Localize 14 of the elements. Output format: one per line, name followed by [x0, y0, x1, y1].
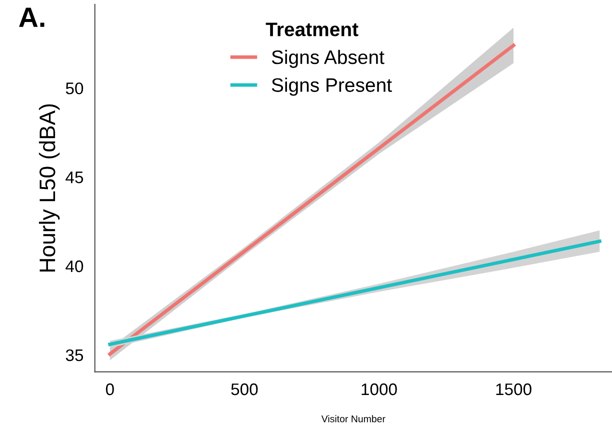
legend-title: Treatment [266, 22, 358, 36]
y-tick-label: 50 [66, 82, 84, 94]
x-tick-label: 1500 [496, 383, 532, 396]
text: A. [19, 8, 44, 27]
x-axis-title: Visitor Number [321, 415, 386, 422]
x-tick-label: 0 [106, 383, 114, 396]
y-tick-label: 45 [66, 172, 84, 184]
x-tick-label: 500 [231, 383, 258, 396]
y-tick-label: 35 [66, 349, 84, 362]
legend-label: Signs Absent [272, 50, 384, 68]
legend-label: Signs Present [272, 78, 392, 96]
y-axis-title: Hourly L50 (dBA) [38, 104, 60, 272]
x-tick-label: 1000 [362, 383, 397, 396]
y-tick-label: 40 [66, 260, 84, 272]
